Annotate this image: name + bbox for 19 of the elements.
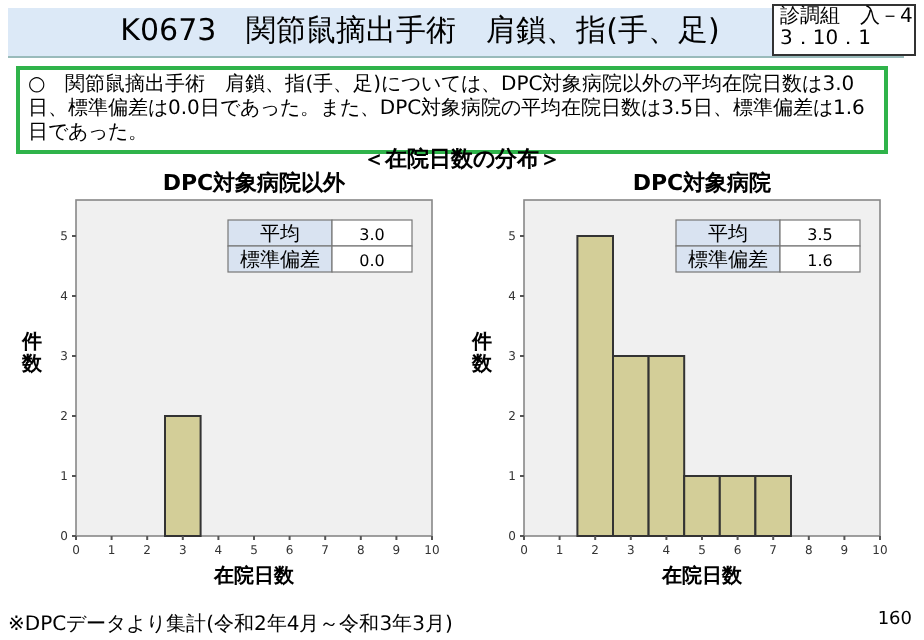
- annotation: 3.5: [807, 226, 833, 244]
- annotation: 標準偏差: [240, 248, 320, 272]
- annotation: ※DPCデータより集計(令和2年4月～令和3年3月): [8, 611, 453, 638]
- annotation: 平均: [708, 222, 748, 246]
- x-axis-title: 在院日数: [660, 564, 744, 588]
- chart-title: DPC対象病院: [632, 170, 772, 196]
- y-axis-title: 件数: [20, 330, 44, 376]
- annotation: 診調組 入－4: [780, 6, 908, 28]
- annotation: 3.0: [359, 226, 385, 244]
- chart-title: DPC対象病院以外: [162, 170, 348, 196]
- annotation: 平均: [260, 222, 300, 246]
- annotation: 1.6: [807, 252, 833, 270]
- annotation: 0.0: [359, 252, 385, 270]
- annotation: 160: [877, 610, 912, 630]
- x-axis-title: 在院日数: [212, 564, 296, 588]
- annotation: K0673 関節鼠摘出手術 肩鎖、指(手、足): [118, 12, 722, 50]
- y-axis-title: 件数: [470, 330, 494, 376]
- annotation: 3．10．1: [780, 28, 873, 50]
- annotation: 標準偏差: [688, 248, 768, 272]
